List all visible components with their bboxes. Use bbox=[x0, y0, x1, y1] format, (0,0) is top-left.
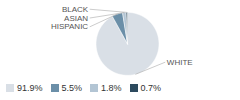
html-text:0.7%: 0.7% bbox=[140, 83, 162, 93]
svg-text:HISPANIC: HISPANIC bbox=[51, 22, 88, 31]
svg-text:WHITE: WHITE bbox=[167, 58, 193, 67]
svg-text:BLACK: BLACK bbox=[62, 5, 89, 14]
html-text:1.8%: 1.8% bbox=[101, 83, 122, 93]
svg-text:ASIAN: ASIAN bbox=[64, 14, 88, 23]
html-text:5.5%: 5.5% bbox=[61, 83, 82, 93]
html-text:91.9%: 91.9% bbox=[17, 83, 43, 93]
